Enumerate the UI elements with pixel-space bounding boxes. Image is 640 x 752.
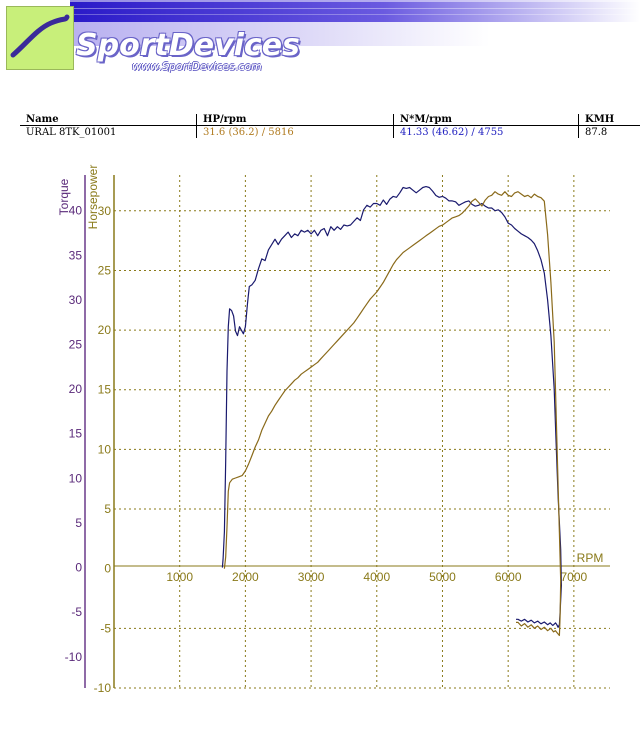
column-header-kmh: KMH: [578, 114, 640, 126]
column-header-name: Name: [20, 114, 197, 126]
run-summary-table: Name HP/rpm N*M/rpm KMH URAL 8TK_01001 3…: [20, 114, 640, 138]
nm-rpm-value: 41.33 (46.62) / 4755: [393, 125, 579, 138]
brand-name: SportDevices: [76, 28, 300, 63]
horsepower-tick-label: 25: [98, 263, 112, 277]
run-name: URAL 8TK_01001: [26, 127, 117, 138]
torque-tick-label: 25: [69, 338, 83, 352]
x-tick-label: 7000: [561, 570, 588, 584]
hp-rpm-value: 31.6 (36.2) / 5816: [196, 125, 394, 138]
horsepower-tick-label: 30: [98, 204, 112, 218]
banner-stripes: [70, 0, 640, 46]
horsepower-axis-label: Horsepower: [86, 165, 100, 230]
horsepower-tick-label: 0: [104, 562, 111, 576]
horsepower-tick-label: 10: [98, 442, 112, 456]
table-header-row: Name HP/rpm N*M/rpm KMH: [20, 114, 640, 126]
logo-graph-icon: [6, 6, 74, 70]
horsepower-tick-label: -10: [94, 681, 112, 695]
horsepower-tick-label: 20: [98, 323, 112, 337]
x-tick-label: 1000: [166, 570, 193, 584]
torque-tick-label: 35: [69, 248, 83, 262]
header-banner: SportDevices www.SportDevices.com: [0, 0, 640, 80]
x-tick-label: 6000: [495, 570, 522, 584]
torque-tick-label: 0: [75, 561, 82, 575]
column-header-hp-rpm: HP/rpm: [196, 114, 394, 126]
x-tick-label: 3000: [298, 570, 325, 584]
kmh-value: 87.8: [578, 125, 640, 138]
torque-tick-label: 40: [69, 204, 83, 218]
horsepower-tick-label: 15: [98, 383, 112, 397]
horsepower-tick-label: 5: [104, 502, 111, 516]
torque-tick-label: 15: [69, 427, 83, 441]
torque-tick-label: 5: [75, 516, 82, 530]
torque-axis-label: Torque: [57, 178, 71, 215]
torque-tick-label: 20: [69, 382, 83, 396]
torque-tick-label: -10: [65, 650, 83, 664]
chart-series: [221, 186, 563, 637]
torque-tick-label: 10: [69, 471, 83, 485]
table-row: URAL 8TK_01001 31.6 (36.2) / 5816 41.33 …: [20, 125, 640, 138]
torque-tick-label: 30: [69, 293, 83, 307]
chart-axes: Torque Horsepower RPM: [57, 165, 610, 688]
x-tick-label: 5000: [429, 570, 456, 584]
chart-grid: [114, 175, 610, 689]
horsepower-series-line: [223, 191, 562, 637]
chart-tick-labels: 1000 2000 3000 4000 5000 6000 7000 30 25 20 15 10 5 0…: [65, 204, 588, 695]
torque-series-line: [221, 186, 563, 628]
column-header-nm-rpm: N*M/rpm: [393, 114, 579, 126]
x-tick-label: 2000: [232, 570, 259, 584]
x-tick-label: 4000: [363, 570, 390, 584]
brand-url: www.SportDevices.com: [132, 60, 262, 73]
rpm-axis-label: RPM: [577, 551, 604, 565]
horsepower-tick-label: -5: [100, 621, 111, 635]
torque-tick-label: -5: [71, 605, 82, 619]
